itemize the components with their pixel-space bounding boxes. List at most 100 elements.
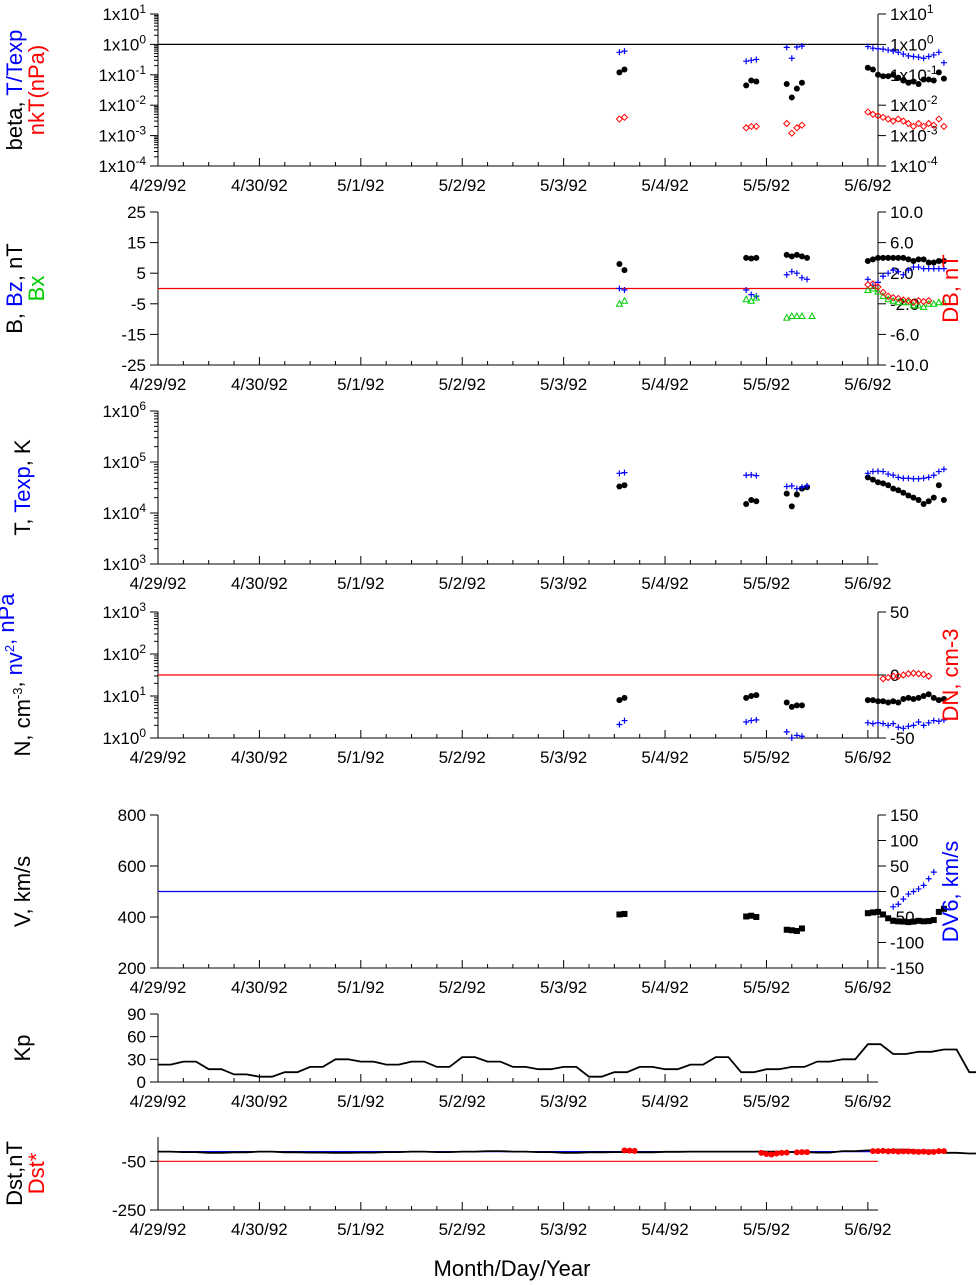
data-point xyxy=(900,695,907,702)
data-point xyxy=(885,270,892,277)
data-point xyxy=(905,919,912,926)
data-point xyxy=(920,256,927,263)
data-point xyxy=(919,670,928,679)
data-point xyxy=(869,284,877,292)
data-point xyxy=(910,78,917,85)
y-tick-label-right: -50 xyxy=(890,729,915,748)
data-point xyxy=(869,720,876,727)
data-point xyxy=(924,672,933,680)
y-tick-label: 60 xyxy=(127,1028,146,1047)
data-point xyxy=(890,1148,897,1155)
data-point xyxy=(925,76,932,83)
data-point xyxy=(910,264,917,271)
data-point xyxy=(753,914,760,920)
data-point xyxy=(910,918,917,925)
data-point xyxy=(910,494,917,501)
data-point xyxy=(798,484,805,491)
y-tick-label: 90 xyxy=(127,1005,146,1024)
x-tick-label: 4/30/92 xyxy=(231,748,288,767)
x-tick-label: 5/5/92 xyxy=(743,176,790,195)
x-tick-label: 5/2/92 xyxy=(439,978,486,997)
series-line xyxy=(158,1148,976,1155)
data-point xyxy=(900,271,907,278)
series-dot xyxy=(616,64,947,101)
data-point xyxy=(748,717,755,724)
data-point xyxy=(929,299,938,307)
data-point xyxy=(924,297,933,305)
y-tick-label-right: 2.0 xyxy=(890,264,914,283)
data-point xyxy=(930,869,937,876)
data-point xyxy=(925,259,932,266)
data-point xyxy=(788,927,795,934)
data-point xyxy=(895,268,902,275)
data-point xyxy=(875,1148,881,1155)
series-dst-star xyxy=(621,1147,947,1158)
x-tick-label: 5/1/92 xyxy=(337,176,384,195)
data-point xyxy=(935,69,942,76)
x-tick-label: 5/1/92 xyxy=(337,574,384,593)
data-point xyxy=(783,490,790,497)
data-point xyxy=(621,1147,628,1154)
data-point xyxy=(783,1149,790,1156)
data-point xyxy=(940,257,947,264)
data-point xyxy=(620,296,629,304)
data-point xyxy=(935,697,942,704)
data-point xyxy=(894,298,903,306)
data-point xyxy=(748,693,755,699)
y-axis-label: Dst* xyxy=(24,1152,49,1194)
y-tick-label: -25 xyxy=(121,356,146,375)
data-point xyxy=(798,702,805,709)
data-point xyxy=(621,910,628,917)
data-point xyxy=(615,115,624,123)
data-point xyxy=(748,77,755,84)
x-tick-label: 5/5/92 xyxy=(743,978,790,997)
data-point xyxy=(793,311,801,320)
x-tick-label: 4/30/92 xyxy=(231,574,288,593)
data-point xyxy=(621,482,628,489)
data-point xyxy=(919,122,928,131)
data-point xyxy=(753,78,760,85)
data-point xyxy=(879,675,887,683)
series-line xyxy=(158,1043,976,1078)
data-point xyxy=(899,671,908,679)
y-tick-label: 1x10-2 xyxy=(98,93,146,115)
y-tick-label-right: 0 xyxy=(890,666,899,685)
data-point xyxy=(743,82,750,89)
series-diamond xyxy=(879,669,933,683)
data-point xyxy=(890,917,897,924)
data-point xyxy=(904,119,913,128)
y-tick-label-right: 0 xyxy=(890,883,899,902)
data-point xyxy=(935,49,942,56)
data-point xyxy=(864,470,871,477)
data-point xyxy=(743,501,750,508)
y-axis-label: Dst,nT xyxy=(2,1141,27,1206)
data-point xyxy=(864,910,871,917)
data-point xyxy=(920,76,927,83)
data-point xyxy=(798,733,805,740)
data-point xyxy=(743,287,750,294)
data-point xyxy=(788,735,795,741)
data-point xyxy=(880,73,887,80)
data-point xyxy=(885,1148,892,1155)
data-point xyxy=(875,71,881,78)
y-tick-label: 0 xyxy=(137,1073,146,1092)
data-point xyxy=(869,1148,876,1155)
data-point xyxy=(753,56,760,63)
data-point xyxy=(788,703,795,710)
data-point xyxy=(935,298,943,306)
data-point xyxy=(885,47,892,54)
y-tick-label: 1x102 xyxy=(102,642,146,664)
y-tick-label: 600 xyxy=(118,857,146,876)
data-point xyxy=(783,728,790,735)
data-point xyxy=(616,697,623,704)
y-tick-label: 15 xyxy=(127,234,146,253)
data-point xyxy=(940,496,947,503)
data-point xyxy=(875,719,881,726)
data-point xyxy=(909,669,918,677)
series-plus xyxy=(616,466,947,492)
data-point xyxy=(889,117,897,125)
x-tick-label: 5/1/92 xyxy=(337,1220,384,1239)
data-point xyxy=(869,697,876,704)
data-point xyxy=(900,51,907,58)
data-point xyxy=(940,59,947,66)
